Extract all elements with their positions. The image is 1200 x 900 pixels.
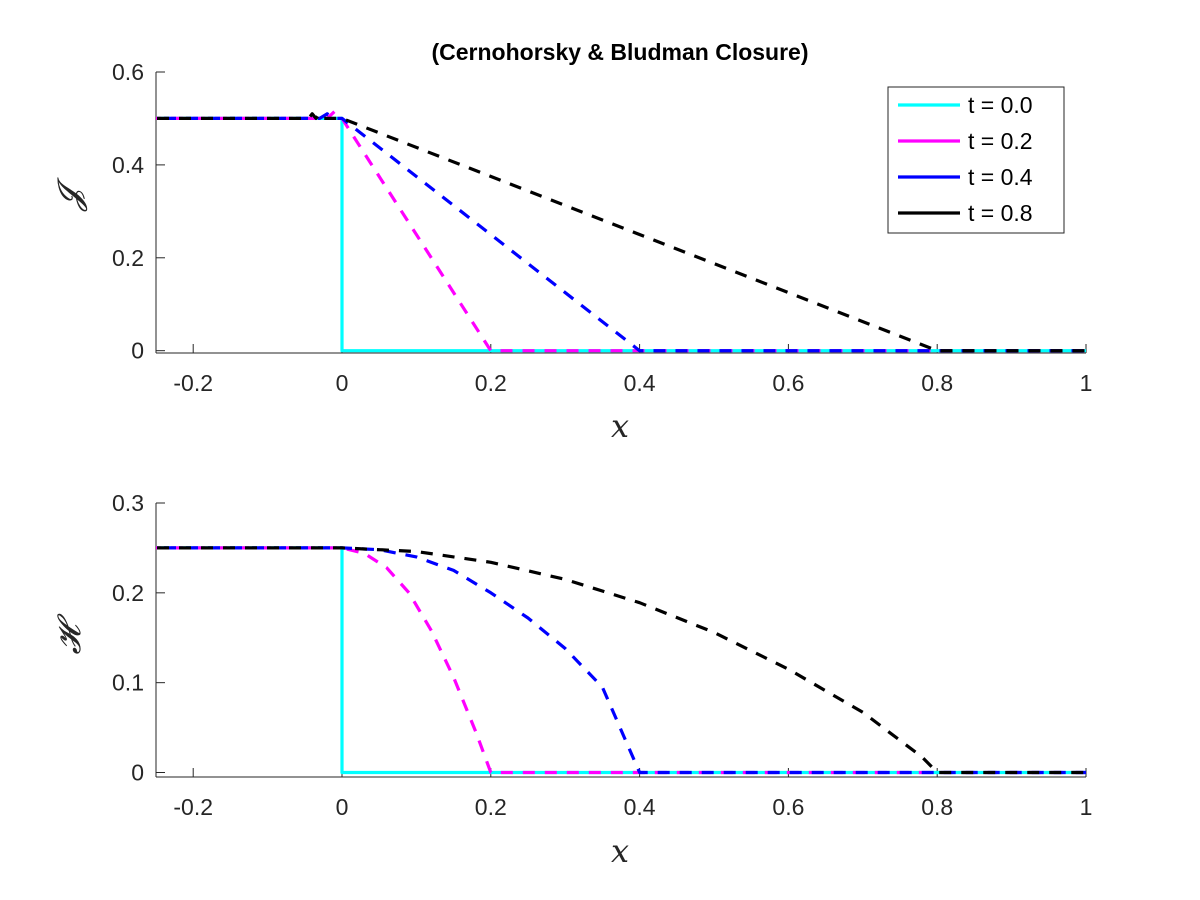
- top-x-tick-label: 0.6: [772, 370, 804, 396]
- bottom-x-tick-label: -0.2: [173, 794, 213, 820]
- top-x-tick-label: 0.8: [921, 370, 953, 396]
- top-x-tick-label: 0: [336, 370, 349, 396]
- bottom-series-t02: [156, 546, 1086, 775]
- bottom-x-tick-label: 0.6: [772, 794, 804, 820]
- bottom-plot: -0.2 0 0.2 0.4 0.6 0.8 1 0 0.1 0.2 0.3: [112, 490, 1092, 820]
- top-plot: -0.2 0 0.2 0.4 0.6 0.8 1 0 0.2 0.4 0.6: [112, 59, 1092, 396]
- top-y-tick-label: 0.6: [112, 59, 144, 85]
- bottom-x-tick-label: 1: [1080, 794, 1093, 820]
- top-x-tick-label: 0.2: [475, 370, 507, 396]
- top-y-axis-label: 𝓙: [50, 177, 88, 212]
- bottom-series-t04: [156, 546, 1086, 775]
- bottom-x-axis-label: x: [611, 832, 629, 870]
- legend: t = 0.0 t = 0.2 t = 0.4 t = 0.8: [887, 86, 1065, 234]
- bottom-y-tick-label: 0.2: [112, 580, 144, 606]
- bottom-y-axis-label: 𝓗: [50, 613, 88, 654]
- bottom-x-tick-label: 0.2: [475, 794, 507, 820]
- legend-label: t = 0.2: [968, 128, 1033, 154]
- legend-label: t = 0.4: [968, 164, 1033, 190]
- top-y-tick-label: 0: [131, 338, 144, 364]
- top-y-tick-label: 0.2: [112, 245, 144, 271]
- bottom-x-tick-label: 0: [336, 794, 349, 820]
- top-series-t08: [156, 112, 1086, 353]
- chart-title: (Cernohorsky & Bludman Closure): [432, 39, 809, 65]
- bottom-y-tick-label: 0: [131, 760, 144, 786]
- bottom-y-tick-label: 0.1: [112, 670, 144, 696]
- top-x-tick-label: -0.2: [173, 370, 213, 396]
- legend-label: t = 0.0: [968, 92, 1033, 118]
- legend-label: t = 0.8: [968, 200, 1033, 226]
- bottom-series-t08: [156, 546, 1086, 775]
- bottom-x-tick-label: 0.8: [921, 794, 953, 820]
- top-x-tick-label: 1: [1080, 370, 1093, 396]
- legend-box: [887, 86, 1065, 234]
- bottom-y-tick-label: 0.3: [112, 490, 144, 516]
- top-x-tick-label: 0.4: [624, 370, 656, 396]
- top-x-axis-label: x: [611, 407, 629, 445]
- top-series-t02: [156, 109, 1086, 353]
- top-y-tick-label: 0.4: [112, 152, 144, 178]
- bottom-x-tick-label: 0.4: [624, 794, 656, 820]
- top-series-t04: [156, 112, 1086, 353]
- bottom-series-t00: [156, 546, 1086, 775]
